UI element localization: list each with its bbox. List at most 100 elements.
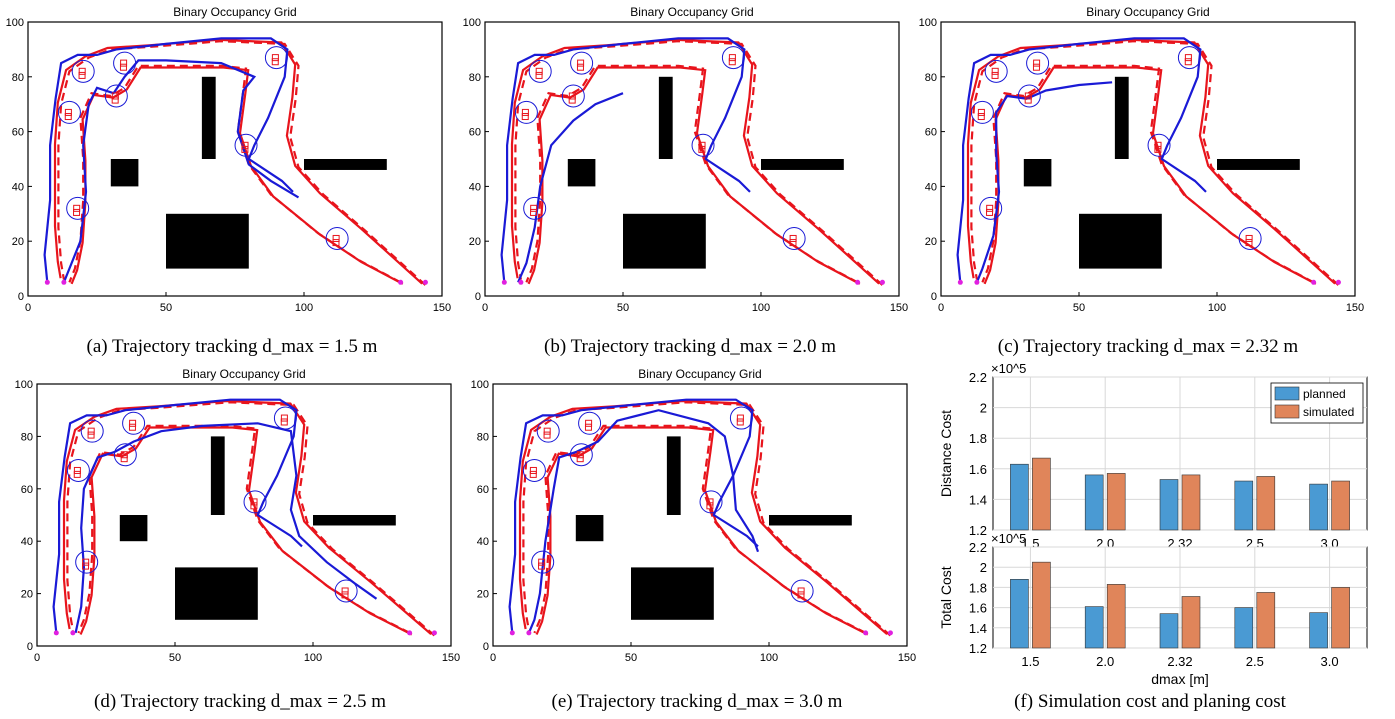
waypoint-marker — [706, 502, 714, 510]
bar-planned — [1159, 479, 1179, 531]
x-tick-label: 3.0 — [1321, 654, 1339, 669]
waypoint-marker — [1024, 96, 1032, 104]
obstacle — [666, 436, 681, 515]
waypoint-marker — [1154, 145, 1162, 153]
waypoint-marker — [543, 431, 551, 439]
waypoint-circle — [1238, 226, 1262, 250]
waypoint-circle — [561, 84, 585, 108]
endpoint-dot — [957, 279, 963, 285]
tracked-path-inner — [527, 66, 861, 285]
waypoint-marker — [73, 470, 81, 478]
bar-simulated — [1106, 473, 1126, 531]
x-tick-label: 150 — [898, 652, 916, 664]
x-tick-label: 0 — [490, 652, 496, 664]
bar-planned — [1234, 607, 1254, 649]
y-axis-label: Total Cost — [938, 566, 954, 628]
panel-caption: (c) Trajectory tracking d_max = 2.32 m — [998, 336, 1299, 357]
endpoint-dot — [501, 279, 507, 285]
waypoint-marker — [977, 108, 985, 116]
waypoint-marker — [280, 418, 288, 426]
waypoint-marker — [698, 145, 706, 153]
bar-planned — [1309, 483, 1328, 531]
map-panel-e: Binary Occupancy Grid 0 50 100 150 0 20 40 60 80 1… — [471, 367, 917, 712]
x-tick-label: 50 — [160, 302, 172, 314]
endpoint-dot — [44, 279, 50, 285]
waypoint-circle — [790, 579, 814, 603]
y-tick-label: 20 — [21, 589, 33, 601]
waypoint-marker — [129, 419, 137, 427]
y-tick-label: 60 — [469, 127, 481, 139]
planned-path-outer — [43, 37, 294, 283]
waypoint-circle — [691, 133, 715, 157]
waypoint-marker — [576, 455, 584, 463]
endpoint-dot — [431, 630, 437, 636]
y-tick-label: 2.2 — [969, 370, 987, 385]
waypoint-circle — [531, 550, 555, 574]
waypoint-marker — [986, 204, 994, 212]
waypoint-circle — [66, 458, 90, 482]
waypoint-marker — [986, 208, 994, 216]
y-tick-label: 60 — [21, 484, 33, 496]
bar-chart-total-cost: 1.2 1.4 1.6 1.8 2 2.2 1.5 2.0 2.32 2.5 3.0 ×10^5 Tot… — [938, 531, 1368, 687]
y-tick-label: 1.6 — [969, 462, 987, 477]
waypoint-circle — [71, 59, 95, 83]
waypoint-marker — [87, 431, 95, 439]
x-tick-label: 150 — [433, 302, 451, 314]
x-tick-label: 2.5 — [1246, 654, 1264, 669]
waypoint-circle — [334, 579, 358, 603]
waypoint-marker — [73, 466, 81, 474]
x-tick-label: 150 — [442, 652, 460, 664]
x-tick-label: 100 — [295, 302, 313, 314]
waypoint-circle — [264, 46, 288, 70]
waypoint-circle — [729, 406, 753, 430]
y-tick-label: 40 — [925, 181, 937, 193]
waypoint-circle — [66, 196, 90, 220]
bar-planned — [1309, 612, 1328, 649]
waypoint-marker — [241, 141, 249, 149]
waypoint-circle — [57, 100, 81, 124]
x-tick-label: 50 — [169, 652, 181, 664]
y-tick-label: 1.4 — [969, 492, 987, 507]
endpoint-dot — [70, 630, 76, 636]
endpoint-dot — [1311, 279, 1317, 285]
planned-path-inner — [527, 409, 760, 634]
endpoint-dot — [887, 630, 893, 636]
obstacle — [1079, 213, 1162, 269]
waypoint-circle — [528, 59, 552, 83]
waypoint-marker — [529, 466, 537, 474]
y-tick-label: 20 — [469, 236, 481, 248]
y-tick-label: 2.2 — [969, 540, 987, 555]
waypoint-marker — [728, 54, 736, 62]
waypoint-circle — [1147, 133, 1171, 157]
map-panel-c: Binary Occupancy Grid 0 50 100 150 0 20 40 60 80 1… — [919, 5, 1365, 357]
waypoint-marker — [1033, 59, 1041, 67]
waypoint-circle — [325, 226, 349, 250]
bar-simulated — [1256, 592, 1276, 649]
tracked-path-inner — [535, 426, 869, 636]
y-tick-label: 80 — [469, 72, 481, 84]
planned-path-outer — [508, 398, 759, 634]
y-tick-label: 0 — [18, 291, 24, 303]
panel-caption: (d) Trajectory tracking d_max = 2.5 m — [94, 691, 386, 712]
obstacle — [567, 159, 596, 187]
obstacle — [631, 567, 714, 620]
planned-path-inner — [517, 92, 624, 283]
obstacle — [201, 76, 216, 159]
waypoint-marker — [1184, 58, 1192, 66]
bar-simulated — [1256, 476, 1276, 531]
y-tick-label: 40 — [12, 181, 24, 193]
endpoint-dot — [422, 279, 428, 285]
waypoint-circle — [570, 51, 594, 75]
obstacle — [1217, 159, 1300, 170]
bar-simulated — [1106, 584, 1126, 649]
x-tick-label: 150 — [890, 302, 908, 314]
x-tick-label: 50 — [1073, 302, 1085, 314]
waypoint-circle — [122, 411, 146, 435]
waypoint-marker — [1245, 239, 1253, 247]
endpoint-dot — [879, 279, 885, 285]
waypoint-marker — [120, 451, 128, 459]
y-tick-label: 0 — [27, 641, 33, 653]
y-tick-label: 40 — [21, 536, 33, 548]
waypoint-marker — [736, 418, 744, 426]
reference-path-outer — [522, 401, 892, 637]
